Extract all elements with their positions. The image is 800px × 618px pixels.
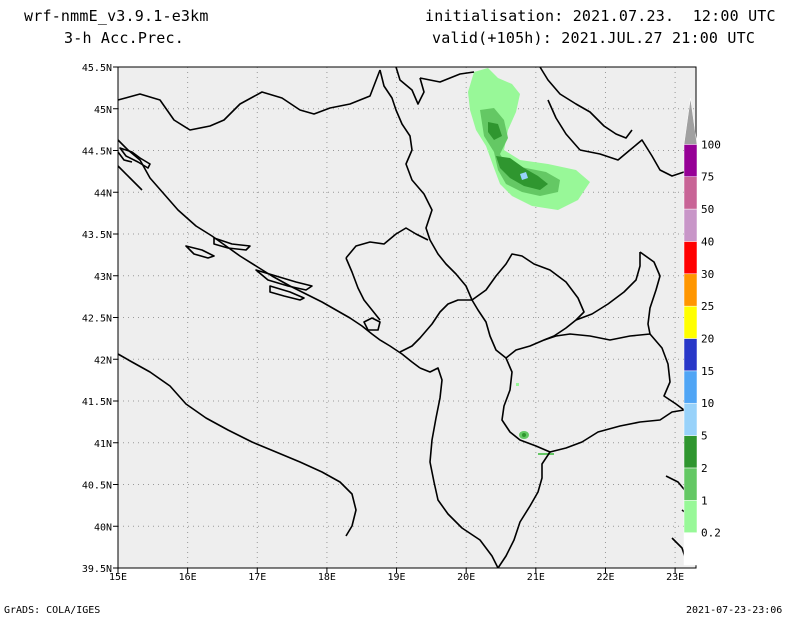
precip-area-south [516,383,554,455]
color-bar-segment [683,467,698,501]
color-bar-cap [683,97,698,145]
color-bar-segment [683,241,698,275]
tick-label-lat: 41.5N [82,397,112,408]
tick-label-lon: 22E [596,572,614,583]
color-bar-segment [683,435,698,469]
tick-label-lon: 23E [666,572,684,583]
color-bar-label: 0.2 [701,527,721,540]
color-bar-segment [683,402,698,436]
tick-label-lat: 44.5N [82,147,112,158]
valid-time: valid(+105h): 2021.JUL.27 21:00 UTC [432,29,756,47]
field-label: 3-h Acc.Prec. [64,29,184,47]
color-bar-label: 75 [701,171,714,184]
color-bar-label: 2 [701,462,708,475]
tick-label-lat: 43N [94,272,112,283]
color-bar-label: 30 [701,268,714,281]
color-bar-segment [683,305,698,339]
color-bar-label: 50 [701,203,714,216]
tick-label-lat: 42N [94,355,112,366]
tick-label-lat: 40.5N [82,481,112,492]
color-bar-label: 20 [701,333,714,346]
tick-label-lon: 21E [527,572,545,583]
tick-label-lat: 45N [94,105,112,116]
color-bar-label: 1 [701,494,708,507]
axis-ticks: 15E 16E 17E 18E 19E 20E 21E 22E 23E 39.5N 40N 40.5N… [82,63,684,583]
color-bar-label: 40 [701,235,714,248]
timestamp-label: 2021-07-23-23:06 [686,605,783,616]
color-bar-label: 25 [701,300,714,313]
model-label: wrf-nmmE_v3.9.1-e3km [24,7,209,25]
color-bar-segment [683,370,698,404]
init-time: initialisation: 2021.07.23. 12:00 UTC [425,7,776,25]
tick-label-lat: 44N [94,188,112,199]
map-background [118,67,696,568]
tick-label-lon: 16E [179,572,197,583]
tick-label-lat: 43.5N [82,230,112,241]
tick-label-lat: 45.5N [82,63,112,74]
color-bar-segment [683,532,698,566]
tick-label-lon: 18E [318,572,336,583]
color-bar-segment [683,176,698,210]
tick-label-lat: 41N [94,439,112,450]
color-bar-label: 5 [701,430,708,443]
color-bar-segment [683,208,698,242]
color-bar-label: 100 [701,138,721,151]
precip-area-north [468,68,590,210]
grid-lines [118,67,696,568]
color-bar-segment [683,500,698,533]
tick-label-lon: 19E [388,572,406,583]
color-bar-segment [683,273,698,307]
color-bar-label: 10 [701,397,714,410]
color-bar-segment [683,338,698,372]
color-bar-label: 15 [701,365,714,378]
tick-label-lat: 40N [94,522,112,533]
credit-label: GrADS: COLA/IGES [4,605,101,616]
tick-label-lat: 42.5N [82,314,112,325]
tick-label-lon: 17E [248,572,266,583]
tick-label-lon: 15E [109,572,127,583]
tick-label-lon: 20E [457,572,475,583]
color-bar-segment [683,144,698,177]
tick-label-lat: 39.5N [82,564,112,575]
